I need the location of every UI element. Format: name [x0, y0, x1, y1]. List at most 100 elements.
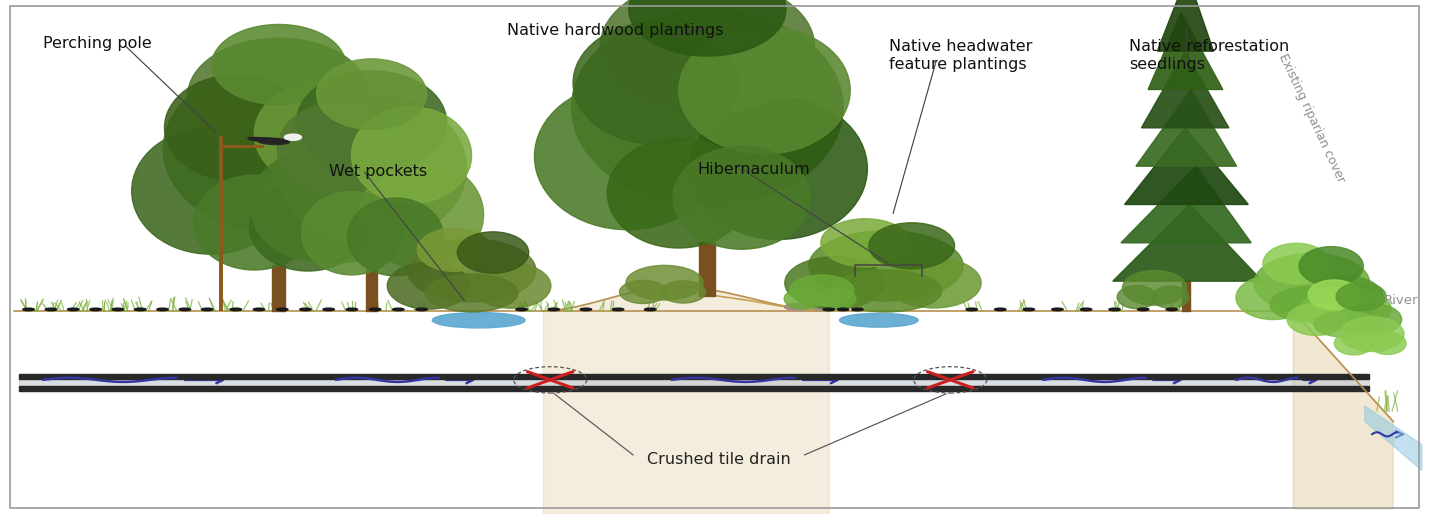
Text: Existing riparian cover: Existing riparian cover: [1276, 52, 1348, 185]
Ellipse shape: [1288, 303, 1345, 336]
Ellipse shape: [644, 308, 656, 310]
Ellipse shape: [995, 308, 1006, 310]
Bar: [19, 374, 1369, 386]
Ellipse shape: [620, 280, 666, 303]
Ellipse shape: [673, 146, 810, 249]
Ellipse shape: [534, 83, 720, 230]
Ellipse shape: [1369, 332, 1406, 355]
Ellipse shape: [1236, 276, 1310, 320]
Text: Native reforestation
seedlings: Native reforestation seedlings: [1129, 39, 1289, 72]
Ellipse shape: [809, 231, 963, 301]
Ellipse shape: [1117, 286, 1156, 308]
Polygon shape: [1293, 311, 1393, 509]
Bar: [699, 242, 714, 296]
Bar: [272, 265, 286, 311]
Ellipse shape: [1080, 308, 1092, 310]
Ellipse shape: [1137, 308, 1149, 310]
Text: Crushed tile drain: Crushed tile drain: [647, 452, 790, 467]
Circle shape: [284, 134, 302, 140]
Ellipse shape: [1300, 287, 1390, 331]
Ellipse shape: [785, 257, 885, 309]
Ellipse shape: [823, 308, 835, 310]
Ellipse shape: [131, 128, 290, 254]
Ellipse shape: [369, 308, 380, 310]
Ellipse shape: [23, 308, 34, 310]
Text: Native hardwood plantings: Native hardwood plantings: [507, 23, 725, 38]
Ellipse shape: [966, 308, 977, 310]
Ellipse shape: [840, 314, 919, 327]
Ellipse shape: [277, 308, 289, 310]
Ellipse shape: [407, 239, 536, 302]
Ellipse shape: [679, 27, 850, 154]
Ellipse shape: [46, 308, 57, 310]
Ellipse shape: [1312, 277, 1383, 319]
Ellipse shape: [250, 182, 366, 271]
Ellipse shape: [573, 22, 739, 144]
Ellipse shape: [211, 25, 346, 104]
Ellipse shape: [837, 308, 849, 310]
Ellipse shape: [1255, 253, 1369, 313]
Ellipse shape: [157, 308, 169, 310]
Ellipse shape: [277, 94, 466, 243]
Polygon shape: [1136, 89, 1236, 166]
Ellipse shape: [1339, 317, 1403, 352]
Ellipse shape: [187, 38, 370, 154]
Ellipse shape: [277, 103, 393, 196]
Ellipse shape: [819, 289, 856, 308]
Ellipse shape: [1152, 286, 1189, 308]
Text: Perching pole: Perching pole: [43, 36, 151, 51]
Ellipse shape: [830, 270, 942, 312]
Ellipse shape: [852, 308, 863, 310]
Polygon shape: [1157, 0, 1213, 51]
Ellipse shape: [179, 308, 190, 310]
Ellipse shape: [1166, 308, 1177, 310]
Ellipse shape: [297, 71, 446, 173]
Polygon shape: [1120, 166, 1252, 243]
Ellipse shape: [134, 308, 146, 310]
Ellipse shape: [1052, 308, 1063, 310]
Ellipse shape: [317, 59, 427, 130]
Ellipse shape: [164, 75, 306, 180]
Ellipse shape: [254, 79, 400, 189]
Ellipse shape: [600, 0, 815, 114]
Ellipse shape: [785, 288, 823, 309]
Bar: [19, 386, 1369, 391]
Ellipse shape: [300, 308, 312, 310]
Ellipse shape: [785, 303, 810, 310]
Ellipse shape: [230, 308, 242, 310]
Ellipse shape: [887, 258, 982, 308]
Ellipse shape: [789, 275, 853, 306]
Ellipse shape: [67, 308, 79, 310]
Polygon shape: [1142, 51, 1229, 128]
Ellipse shape: [472, 263, 550, 308]
Ellipse shape: [572, 10, 843, 205]
Ellipse shape: [612, 308, 623, 310]
Text: Hibernaculum: Hibernaculum: [697, 162, 810, 177]
Ellipse shape: [426, 274, 517, 312]
Ellipse shape: [820, 219, 910, 267]
Ellipse shape: [393, 308, 404, 310]
Ellipse shape: [416, 308, 427, 310]
Ellipse shape: [194, 175, 314, 270]
Ellipse shape: [1313, 311, 1379, 337]
Ellipse shape: [549, 308, 560, 310]
Text: Native headwater
feature plantings: Native headwater feature plantings: [889, 39, 1032, 72]
Ellipse shape: [1299, 247, 1363, 286]
Ellipse shape: [257, 138, 289, 144]
Ellipse shape: [457, 232, 529, 273]
Ellipse shape: [264, 140, 414, 263]
Ellipse shape: [346, 308, 357, 310]
Ellipse shape: [417, 228, 492, 271]
Text: River: River: [1383, 294, 1418, 307]
Ellipse shape: [1336, 282, 1386, 311]
Ellipse shape: [360, 161, 483, 268]
Polygon shape: [1365, 406, 1422, 470]
Ellipse shape: [1308, 280, 1360, 309]
Ellipse shape: [629, 0, 786, 56]
Ellipse shape: [662, 281, 706, 303]
Ellipse shape: [1263, 243, 1330, 284]
Ellipse shape: [812, 305, 830, 310]
Bar: [19, 374, 1369, 379]
Ellipse shape: [690, 98, 867, 240]
Ellipse shape: [253, 308, 264, 310]
